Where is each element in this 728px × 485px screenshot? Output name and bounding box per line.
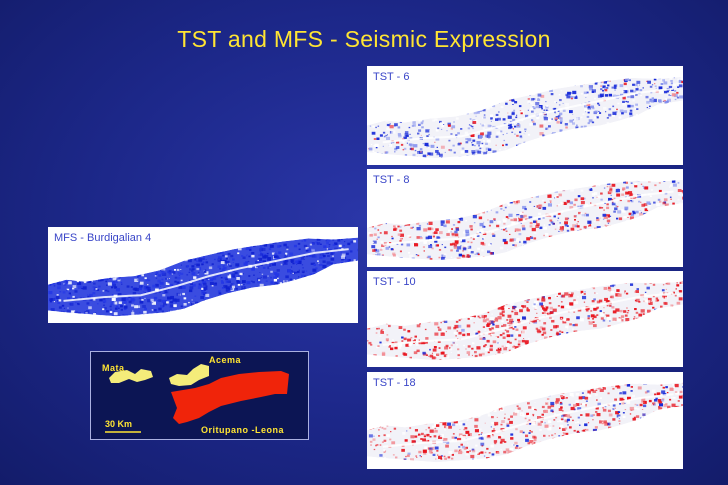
acema-block [169, 364, 209, 386]
tst-10-panel: TST - 10 [367, 271, 683, 367]
tst-6-panel-label: TST - 6 [373, 71, 410, 83]
tst-6-seismic-map [367, 76, 683, 159]
mfs-seismic-map [48, 237, 358, 317]
location-map-shapes [105, 364, 289, 433]
slide-title: TST and MFS - Seismic Expression [177, 26, 551, 52]
mfs-burdigalian-panel: MFS - Burdigalian 4 [48, 227, 358, 323]
map-scale-label: 30 Km [105, 419, 133, 429]
mfs-panel-label: MFS - Burdigalian 4 [54, 232, 152, 244]
tst-6-panel: TST - 6 [367, 66, 683, 165]
tst-8-panel-label: TST - 8 [373, 174, 410, 186]
tst-18-panel: TST - 18 [367, 372, 683, 469]
map-label-mata: Mata [102, 363, 125, 373]
map-label-oritupano-leona: Oritupano -Leona [201, 425, 284, 435]
tst-8-panel: TST - 8 [367, 169, 683, 267]
tst-18-seismic-map [367, 382, 683, 463]
tst-10-panel-label: TST - 10 [373, 276, 416, 288]
tst-8-seismic-map [367, 179, 683, 261]
oritupano-leona-block [171, 371, 289, 424]
tst-18-panel-label: TST - 18 [373, 377, 416, 389]
map-label-acema: Acema [209, 355, 242, 365]
tst-10-seismic-map [367, 281, 683, 361]
location-map: Mata Acema Oritupano -Leona 30 Km [90, 351, 309, 440]
mata-block [109, 369, 153, 383]
